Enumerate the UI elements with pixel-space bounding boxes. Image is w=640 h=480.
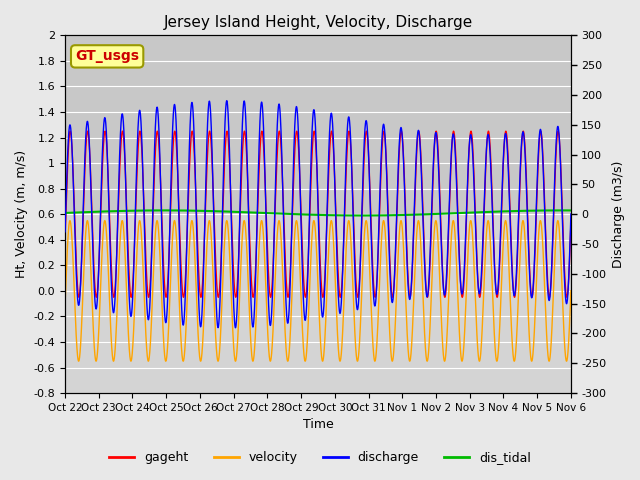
Bar — [65, 36, 571, 214]
X-axis label: Time: Time — [303, 419, 333, 432]
Text: GT_usgs: GT_usgs — [75, 49, 139, 63]
Title: Jersey Island Height, Velocity, Discharge: Jersey Island Height, Velocity, Discharg… — [163, 15, 472, 30]
Bar — [65, 214, 571, 393]
Legend: gageht, velocity, discharge, dis_tidal: gageht, velocity, discharge, dis_tidal — [104, 446, 536, 469]
Y-axis label: Ht, Velocity (m, m/s): Ht, Velocity (m, m/s) — [15, 150, 28, 278]
Y-axis label: Discharge (m3/s): Discharge (m3/s) — [612, 160, 625, 268]
